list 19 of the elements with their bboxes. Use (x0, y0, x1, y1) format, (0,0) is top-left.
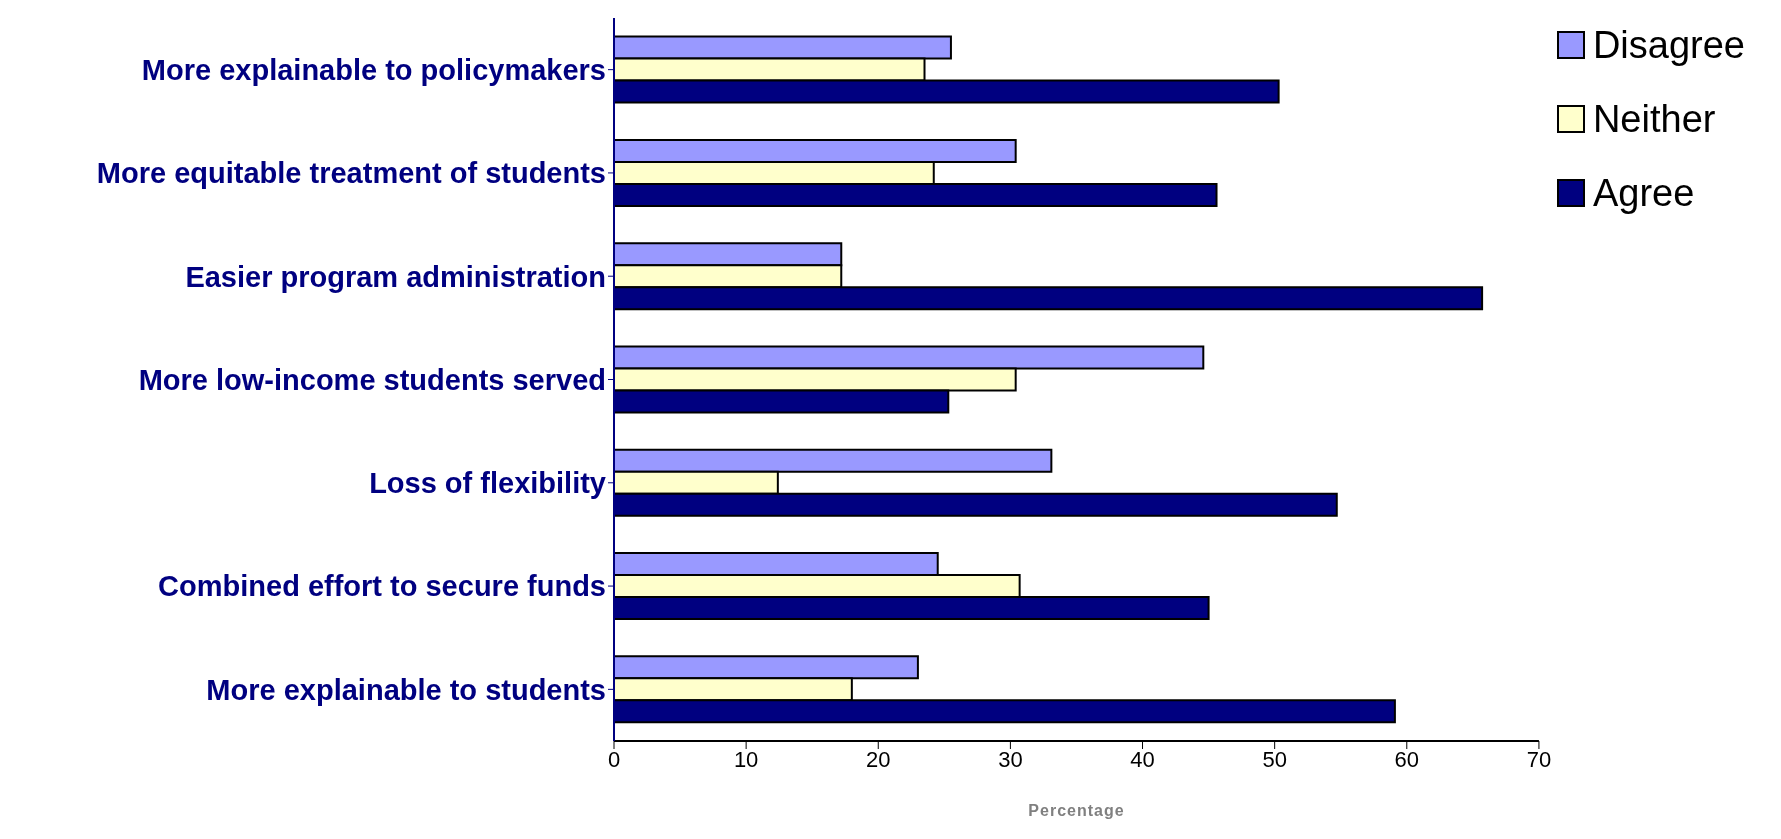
y-tick-label: More explainable to students (206, 673, 606, 706)
x-tick-label: 40 (1130, 746, 1155, 772)
y-tick-label: Combined effort to secure funds (158, 570, 606, 603)
y-tick-label: Easier program administration (185, 260, 606, 293)
x-tick-label: 10 (733, 746, 759, 772)
x-tick-label: 0 (607, 746, 621, 772)
x-axis-title: Percentage (1028, 802, 1125, 819)
x-tick-label: 60 (1394, 746, 1420, 772)
x-tick-label: 30 (998, 746, 1023, 772)
legend-label: Agree (1592, 171, 1695, 215)
y-tick-label: More low-income students served (138, 363, 606, 396)
x-tick-label: 70 (1526, 746, 1552, 772)
y-tick-label: More equitable treatment of students (96, 157, 606, 190)
legend-label: Neither (1592, 97, 1716, 141)
legend-label: Disagree (1592, 23, 1745, 67)
y-tick-label: More explainable to policymakers (141, 53, 606, 86)
x-tick-label: 20 (866, 746, 891, 772)
x-tick-label: 50 (1262, 746, 1287, 772)
y-tick-label: Loss of flexibility (369, 467, 606, 500)
